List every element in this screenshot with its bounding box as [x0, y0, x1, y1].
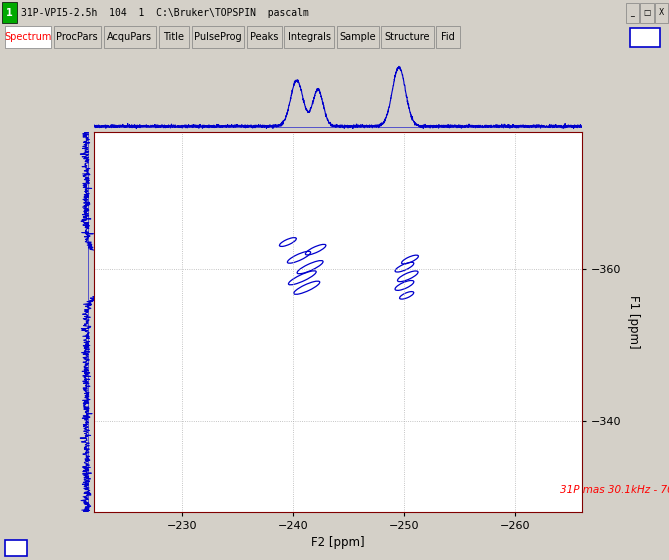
- Text: 1: 1: [6, 8, 13, 17]
- FancyBboxPatch shape: [5, 26, 51, 48]
- FancyBboxPatch shape: [104, 26, 156, 48]
- Text: Title: Title: [163, 32, 185, 42]
- FancyBboxPatch shape: [436, 26, 460, 48]
- Text: PulseProg: PulseProg: [194, 32, 242, 42]
- FancyBboxPatch shape: [2, 2, 17, 23]
- FancyBboxPatch shape: [337, 26, 379, 48]
- FancyBboxPatch shape: [284, 26, 334, 48]
- Text: Fid: Fid: [442, 32, 455, 42]
- Text: ProcPars: ProcPars: [56, 32, 98, 42]
- FancyBboxPatch shape: [381, 26, 434, 48]
- Text: Sample: Sample: [339, 32, 376, 42]
- Text: X: X: [659, 8, 664, 17]
- FancyBboxPatch shape: [247, 26, 282, 48]
- Text: Integrals: Integrals: [288, 32, 330, 42]
- Y-axis label: F1 [ppm]: F1 [ppm]: [627, 295, 640, 349]
- Text: Spectrum: Spectrum: [5, 32, 52, 42]
- FancyBboxPatch shape: [159, 26, 189, 48]
- Text: AcquPars: AcquPars: [107, 32, 153, 42]
- Text: _: _: [630, 8, 634, 17]
- FancyBboxPatch shape: [192, 26, 244, 48]
- FancyBboxPatch shape: [5, 540, 27, 556]
- Text: Structure: Structure: [385, 32, 430, 42]
- FancyBboxPatch shape: [630, 27, 660, 47]
- Text: 31P-VPI5-2.5h  104  1  C:\Bruker\TOPSPIN  pascalm: 31P-VPI5-2.5h 104 1 C:\Bruker\TOPSPIN pa…: [21, 8, 309, 17]
- FancyBboxPatch shape: [54, 26, 101, 48]
- FancyBboxPatch shape: [626, 2, 639, 23]
- FancyBboxPatch shape: [640, 2, 654, 23]
- Text: Peaks: Peaks: [250, 32, 278, 42]
- FancyBboxPatch shape: [655, 2, 668, 23]
- X-axis label: F2 [ppm]: F2 [ppm]: [311, 535, 365, 549]
- Text: 31P mas 30.1kHz - 700AV3 2.5mm - BLAX500 - VPI5: 31P mas 30.1kHz - 700AV3 2.5mm - BLAX500…: [560, 486, 669, 496]
- Text: □: □: [644, 8, 650, 17]
